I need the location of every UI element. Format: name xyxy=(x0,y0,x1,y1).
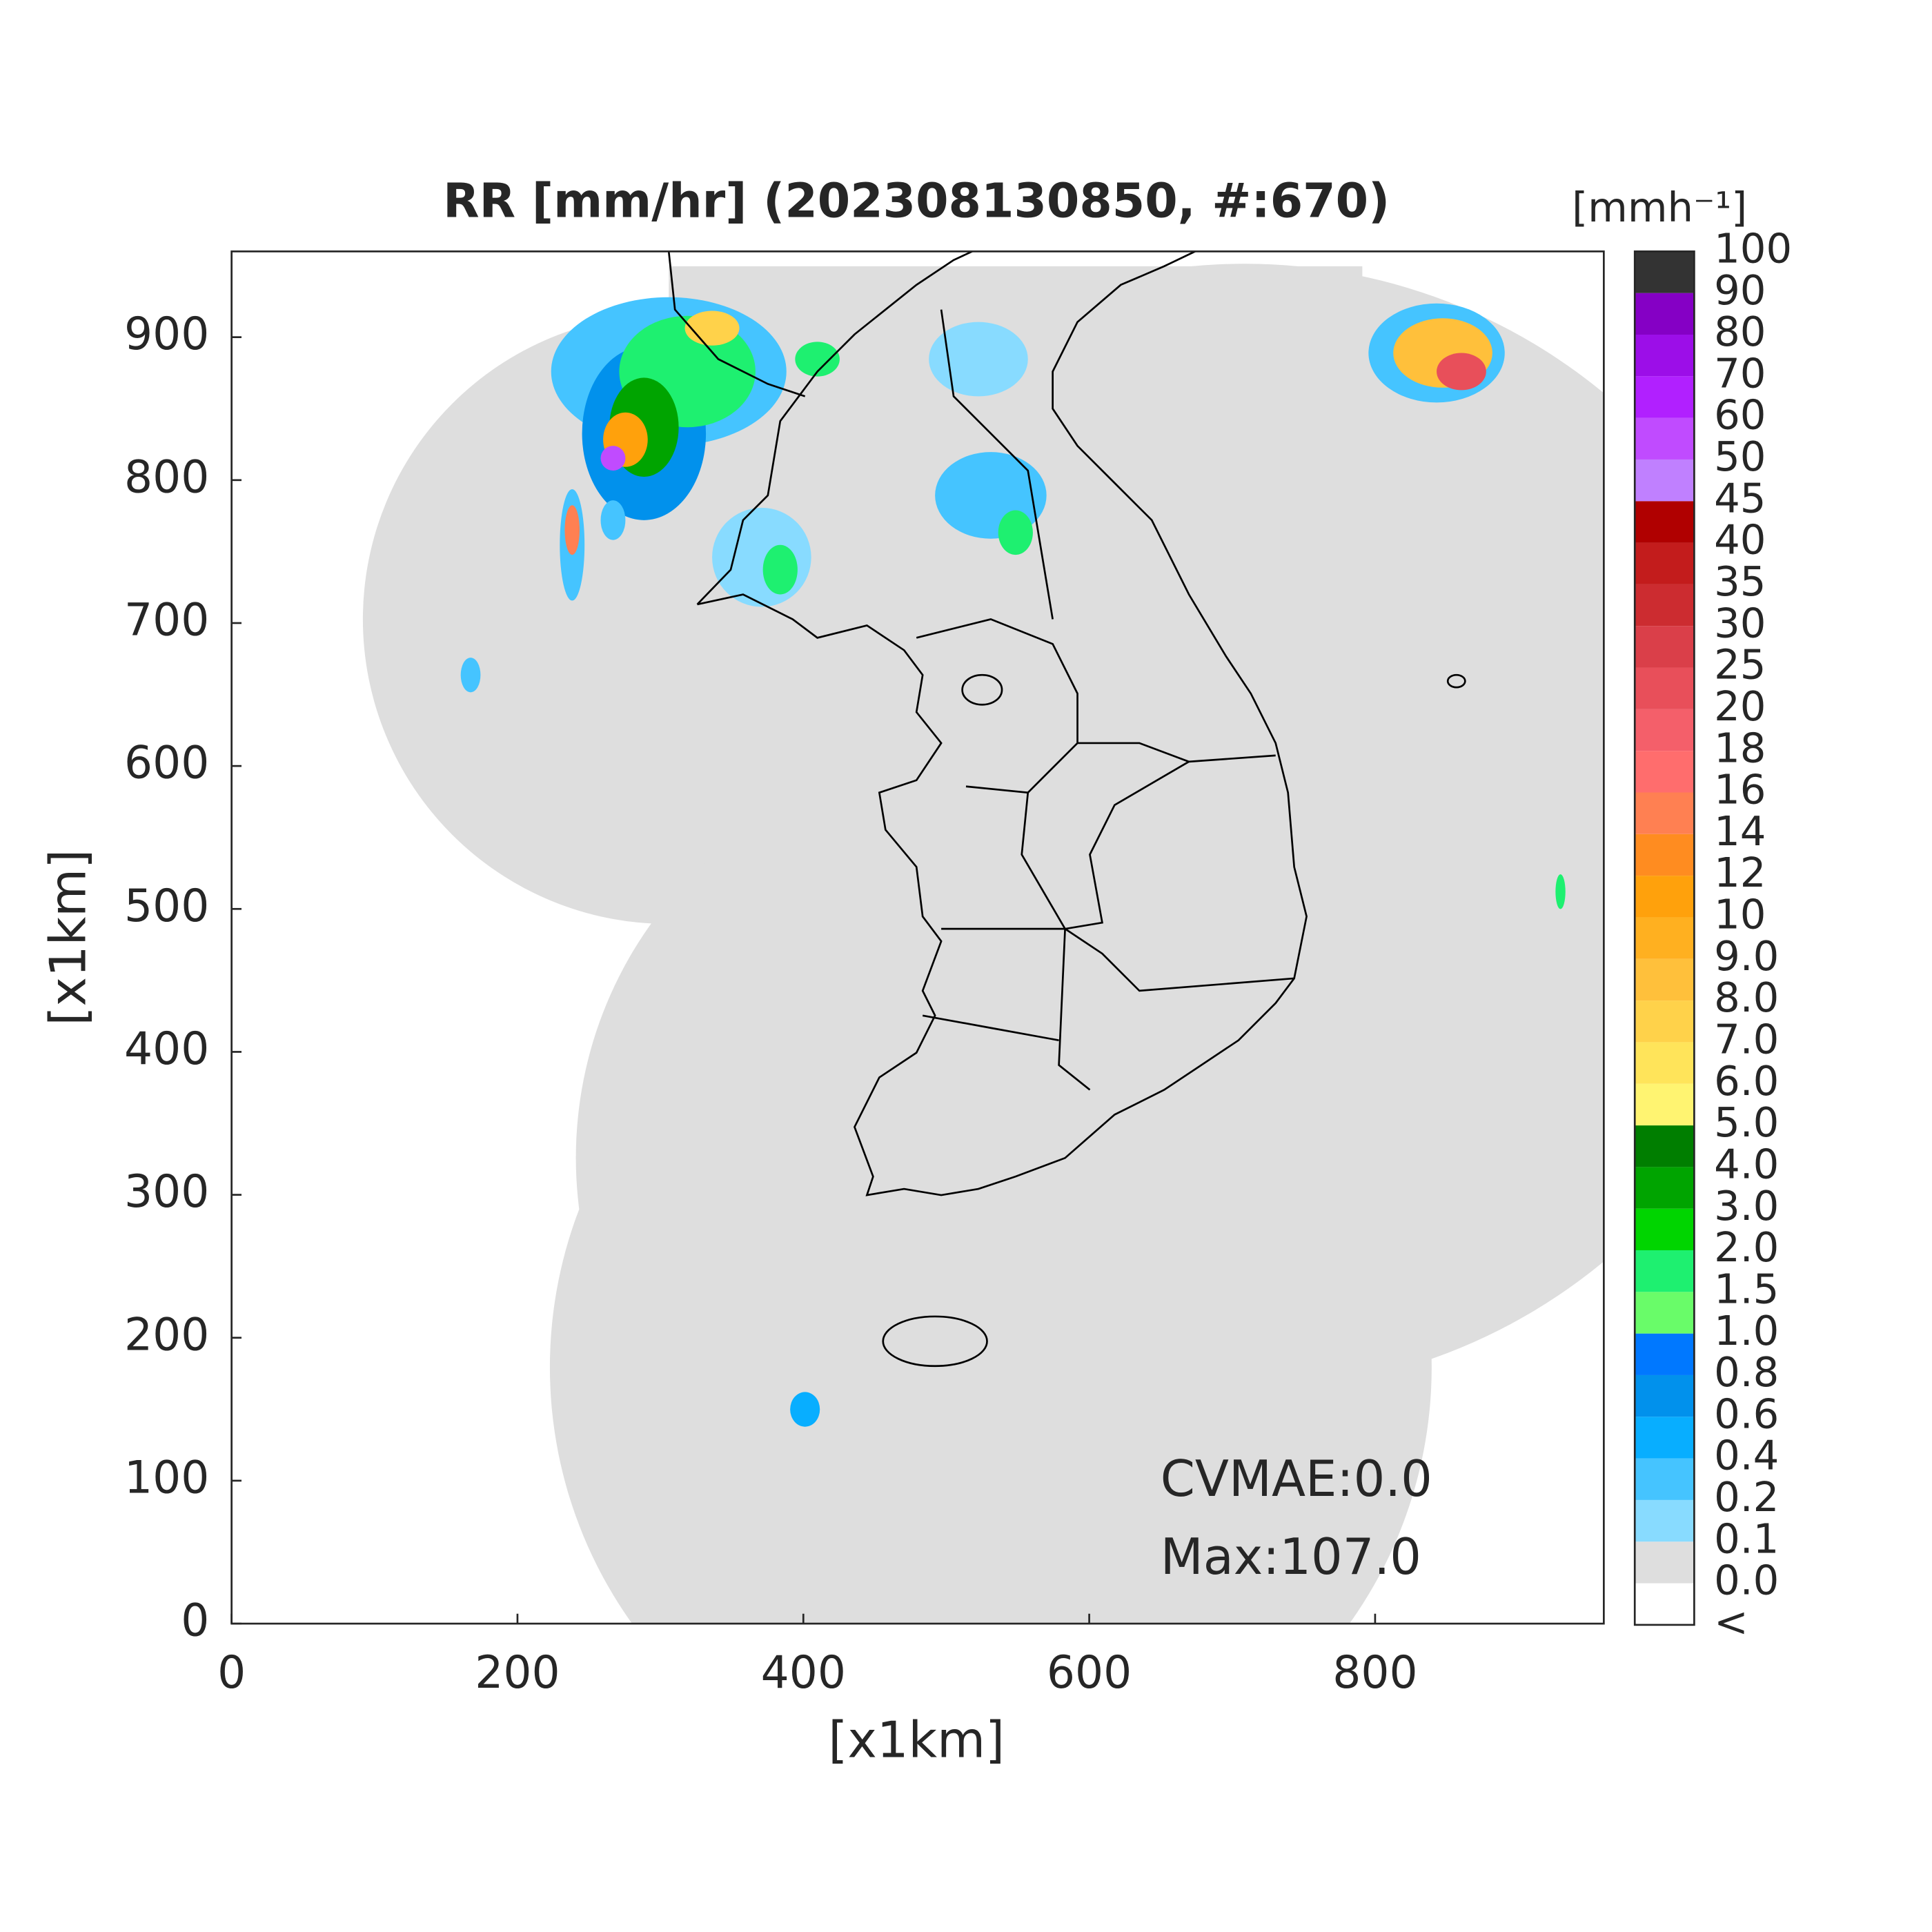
colorbar-label: 8.0 xyxy=(1714,974,1779,1021)
colorbar-label: 0.4 xyxy=(1714,1432,1779,1479)
colorbar-label: 6.0 xyxy=(1714,1057,1779,1105)
colorbar-box xyxy=(1635,501,1695,543)
colorbar-box xyxy=(1635,417,1695,460)
colorbar-label: 0.8 xyxy=(1714,1348,1779,1396)
colorbar-box xyxy=(1635,1458,1695,1500)
colorbar-label: 70 xyxy=(1714,349,1766,397)
colorbar-box xyxy=(1635,917,1695,959)
y-tick-label: 700 xyxy=(124,595,209,647)
colorbar-box xyxy=(1635,667,1695,709)
chart-title: RR [mm/hr] (202308130850, #:670) xyxy=(443,175,1390,229)
annotation: CVMAE:0.0 xyxy=(1161,1450,1432,1508)
colorbar-box xyxy=(1635,584,1695,627)
x-tick-label: 0 xyxy=(217,1647,246,1699)
colorbar-box xyxy=(1635,1250,1695,1292)
plot-frame xyxy=(230,250,1605,1625)
colorbar-label: 14 xyxy=(1714,807,1766,855)
annotation: Max:107.0 xyxy=(1161,1528,1421,1586)
colorbar-box xyxy=(1635,626,1695,668)
colorbar-box xyxy=(1635,459,1695,502)
colorbar-box xyxy=(1635,1583,1695,1625)
colorbar-box xyxy=(1635,1541,1695,1584)
y-tick-label: 800 xyxy=(124,451,209,503)
y-axis-label: [x1km] xyxy=(39,849,97,1026)
colorbar-box xyxy=(1635,334,1695,377)
colorbar-label: 4.0 xyxy=(1714,1140,1779,1187)
colorbar-box xyxy=(1635,1042,1695,1084)
colorbar-frame xyxy=(1633,250,1695,1626)
colorbar-box xyxy=(1635,1208,1695,1251)
colorbar-label: 9.0 xyxy=(1714,932,1779,980)
colorbar-label: 12 xyxy=(1714,849,1766,896)
colorbar-box xyxy=(1635,1125,1695,1167)
colorbar-label: 1.0 xyxy=(1714,1307,1779,1354)
colorbar-label: 50 xyxy=(1714,433,1766,480)
colorbar-label: 35 xyxy=(1714,558,1766,605)
colorbar-box xyxy=(1635,1374,1695,1417)
y-tick-label: 600 xyxy=(124,738,209,789)
y-tick-label: 500 xyxy=(124,880,209,932)
y-tick-label: 900 xyxy=(124,308,209,360)
map xyxy=(362,251,1604,1624)
colorbar-label: 2.0 xyxy=(1714,1223,1779,1271)
colorbar-label: 30 xyxy=(1714,599,1766,647)
colorbar-box xyxy=(1635,376,1695,418)
y-tick-label: 200 xyxy=(124,1309,209,1361)
colorbar-box xyxy=(1635,251,1695,293)
colorbar-label: 0.2 xyxy=(1714,1473,1779,1521)
colorbar-box xyxy=(1635,1333,1695,1375)
colorbar-label: 10 xyxy=(1714,891,1766,938)
colorbar-box xyxy=(1635,834,1695,876)
colorbar-box xyxy=(1635,751,1695,793)
colorbar-label: 18 xyxy=(1714,724,1766,771)
colorbar-label: 60 xyxy=(1714,391,1766,439)
colorbar-label: 3.0 xyxy=(1714,1182,1779,1230)
precipitation xyxy=(460,297,1566,1427)
x-tick-label: 800 xyxy=(1332,1647,1417,1699)
colorbar-label: 20 xyxy=(1714,682,1766,730)
colorbar-box xyxy=(1635,792,1695,834)
colorbar-label: 0.6 xyxy=(1714,1390,1779,1437)
colorbar-box xyxy=(1635,876,1695,918)
colorbar-box xyxy=(1635,1167,1695,1209)
colorbar-label: 100 xyxy=(1714,224,1792,272)
y-tick-label: 100 xyxy=(124,1452,209,1504)
x-tick-label: 400 xyxy=(761,1647,846,1699)
colorbar-label: 45 xyxy=(1714,474,1766,522)
colorbar-label: < xyxy=(1714,1598,1748,1646)
colorbar-label: 25 xyxy=(1714,641,1766,689)
y-tick-label: 400 xyxy=(124,1023,209,1075)
colorbar-label: 0.0 xyxy=(1714,1557,1779,1604)
colorbar-box xyxy=(1635,709,1695,751)
coastline xyxy=(667,251,1466,1368)
colorbar-box xyxy=(1635,1292,1695,1334)
colorbar-label: 5.0 xyxy=(1714,1098,1779,1146)
colorbar-label: 0.1 xyxy=(1714,1515,1779,1562)
colorbar-box xyxy=(1635,1499,1695,1542)
colorbar-label: 90 xyxy=(1714,266,1766,314)
colorbar-box xyxy=(1635,293,1695,335)
colorbar-label: 7.0 xyxy=(1714,1016,1779,1063)
colorbar-title: [mmh⁻¹] xyxy=(1572,184,1747,231)
colorbar-box xyxy=(1635,1000,1695,1043)
x-tick-label: 600 xyxy=(1047,1647,1132,1699)
y-tick-label: 300 xyxy=(124,1166,209,1218)
x-tick-label: 200 xyxy=(475,1647,560,1699)
colorbar-label: 40 xyxy=(1714,516,1766,564)
x-axis-label: [x1km] xyxy=(828,1711,1005,1769)
colorbar-label: 80 xyxy=(1714,308,1766,355)
colorbar-label: 1.5 xyxy=(1714,1265,1779,1312)
colorbar-box xyxy=(1635,542,1695,584)
colorbar-box xyxy=(1635,1083,1695,1126)
colorbar-label: 16 xyxy=(1714,766,1766,814)
y-tick-label: 0 xyxy=(181,1595,209,1647)
colorbar-box xyxy=(1635,1417,1695,1459)
colorbar-box xyxy=(1635,958,1695,1001)
